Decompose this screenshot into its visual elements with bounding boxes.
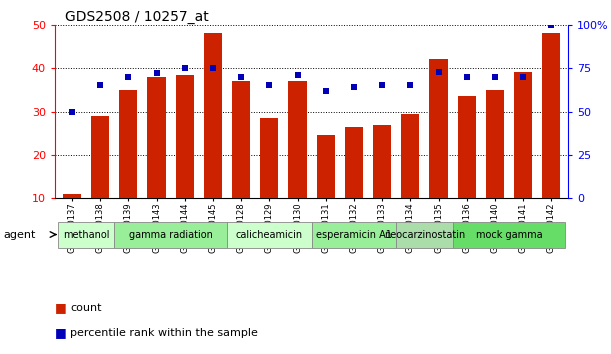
Point xyxy=(67,109,77,114)
Text: methanol: methanol xyxy=(63,229,109,240)
Bar xyxy=(91,116,109,198)
Point xyxy=(95,82,105,88)
Bar xyxy=(458,96,476,198)
Bar xyxy=(114,222,227,248)
Point xyxy=(236,74,246,80)
Point xyxy=(293,72,302,78)
Text: GDS2508 / 10257_at: GDS2508 / 10257_at xyxy=(65,10,209,24)
Bar xyxy=(58,222,114,248)
Text: agent: agent xyxy=(3,230,35,240)
Point xyxy=(180,65,189,71)
Text: percentile rank within the sample: percentile rank within the sample xyxy=(70,328,258,338)
Bar xyxy=(147,77,166,198)
Point xyxy=(123,74,133,80)
Text: count: count xyxy=(70,303,102,313)
Bar xyxy=(63,194,81,198)
Bar xyxy=(514,73,532,198)
Text: mock gamma: mock gamma xyxy=(476,229,543,240)
Point xyxy=(349,84,359,90)
Point xyxy=(518,74,528,80)
Bar xyxy=(288,81,307,198)
Bar xyxy=(203,33,222,198)
Bar xyxy=(430,59,448,198)
Bar xyxy=(227,222,312,248)
Text: esperamicin A1: esperamicin A1 xyxy=(316,229,392,240)
Bar xyxy=(119,90,137,198)
Point xyxy=(152,70,161,76)
Bar xyxy=(542,33,560,198)
Point xyxy=(208,65,218,71)
Bar xyxy=(175,75,194,198)
Text: neocarzinostatin: neocarzinostatin xyxy=(384,229,465,240)
Bar xyxy=(316,135,335,198)
Bar xyxy=(401,114,420,198)
Bar xyxy=(486,90,504,198)
Point xyxy=(546,22,556,28)
Bar xyxy=(453,222,565,248)
Point xyxy=(406,82,415,88)
Text: calicheamicin: calicheamicin xyxy=(236,229,303,240)
Bar xyxy=(312,222,396,248)
Point xyxy=(265,82,274,88)
Bar xyxy=(373,125,391,198)
Point xyxy=(462,74,472,80)
Bar xyxy=(232,81,251,198)
Text: ■: ■ xyxy=(55,302,67,314)
Point xyxy=(434,69,444,74)
Text: gamma radiation: gamma radiation xyxy=(129,229,213,240)
Bar xyxy=(396,222,453,248)
Point xyxy=(377,82,387,88)
Bar xyxy=(260,118,279,198)
Bar xyxy=(345,127,363,198)
Text: ■: ■ xyxy=(55,326,67,339)
Point xyxy=(490,74,500,80)
Point xyxy=(321,88,331,93)
